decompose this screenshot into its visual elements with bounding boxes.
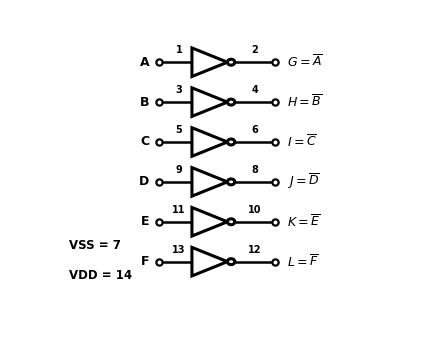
Text: VDD = 14: VDD = 14 xyxy=(69,269,132,282)
Circle shape xyxy=(227,219,235,225)
Text: F: F xyxy=(141,255,149,268)
Text: $H = \overline{B}$: $H = \overline{B}$ xyxy=(287,94,322,110)
Text: 10: 10 xyxy=(248,205,262,215)
Polygon shape xyxy=(192,48,227,77)
Text: 2: 2 xyxy=(251,46,258,55)
Text: 11: 11 xyxy=(172,205,186,215)
Text: 6: 6 xyxy=(251,125,258,135)
Text: 8: 8 xyxy=(251,165,258,175)
Text: 4: 4 xyxy=(251,85,258,95)
Polygon shape xyxy=(192,88,227,117)
Text: VSS = 7: VSS = 7 xyxy=(69,239,121,252)
Text: $K = \overline{E}$: $K = \overline{E}$ xyxy=(287,214,320,230)
Text: E: E xyxy=(141,215,149,228)
Circle shape xyxy=(227,179,235,185)
Text: $I = \overline{C}$: $I = \overline{C}$ xyxy=(287,134,317,150)
Text: 1: 1 xyxy=(176,46,182,55)
Text: $G = \overline{A}$: $G = \overline{A}$ xyxy=(287,54,322,70)
Circle shape xyxy=(227,259,235,265)
Polygon shape xyxy=(192,168,227,196)
Polygon shape xyxy=(192,247,227,276)
Text: $J = \overline{D}$: $J = \overline{D}$ xyxy=(287,172,319,191)
Text: 3: 3 xyxy=(176,85,182,95)
Polygon shape xyxy=(192,128,227,156)
Circle shape xyxy=(227,59,235,65)
Text: 5: 5 xyxy=(176,125,182,135)
Text: 12: 12 xyxy=(248,245,262,255)
Text: A: A xyxy=(140,56,149,69)
Text: C: C xyxy=(140,135,149,148)
Circle shape xyxy=(227,139,235,145)
Text: B: B xyxy=(140,96,149,108)
Text: 13: 13 xyxy=(172,245,186,255)
Text: 9: 9 xyxy=(176,165,182,175)
Text: $L = \overline{F}$: $L = \overline{F}$ xyxy=(287,254,318,270)
Polygon shape xyxy=(192,208,227,236)
Text: D: D xyxy=(139,175,149,188)
Circle shape xyxy=(227,99,235,105)
